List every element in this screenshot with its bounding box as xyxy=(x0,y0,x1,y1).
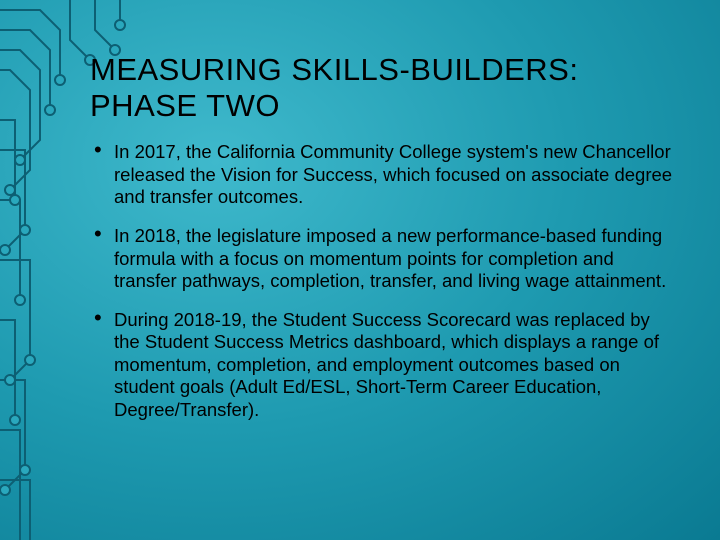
slide: MEASURING SKILLS-BUILDERS: PHASE TWO In … xyxy=(0,0,720,540)
bullet-item: In 2018, the legislature imposed a new p… xyxy=(90,225,680,293)
bullet-item: During 2018-19, the Student Success Scor… xyxy=(90,309,680,422)
bullet-item: In 2017, the California Community Colleg… xyxy=(90,141,680,209)
bullet-list: In 2017, the California Community Colleg… xyxy=(90,141,680,421)
content-area: MEASURING SKILLS-BUILDERS: PHASE TWO In … xyxy=(90,52,680,437)
slide-title: MEASURING SKILLS-BUILDERS: PHASE TWO xyxy=(90,52,680,123)
